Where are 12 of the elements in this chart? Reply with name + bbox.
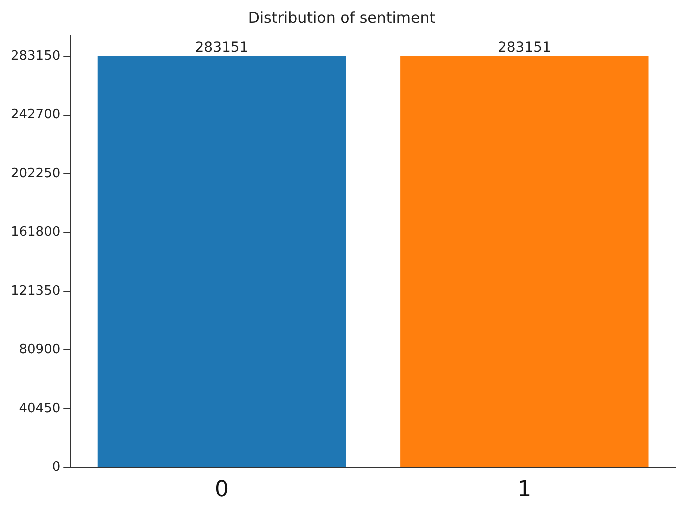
data-label: 283151 <box>195 40 249 56</box>
y-tick-label: 283150 <box>10 48 61 64</box>
chart-title: Distribution of sentiment <box>248 8 436 27</box>
y-tick-label: 121350 <box>10 284 61 299</box>
y-tick-label: 242700 <box>10 108 61 123</box>
y-tick-label: 0 <box>52 460 61 475</box>
y-tick-label: 40450 <box>19 401 61 416</box>
y-tick-label: 161800 <box>10 225 61 240</box>
y-tick-label: 202250 <box>10 166 61 182</box>
y-tick-label: 80900 <box>19 342 61 358</box>
data-label: 283151 <box>498 40 552 56</box>
x-tick-label: 1 <box>518 478 532 503</box>
